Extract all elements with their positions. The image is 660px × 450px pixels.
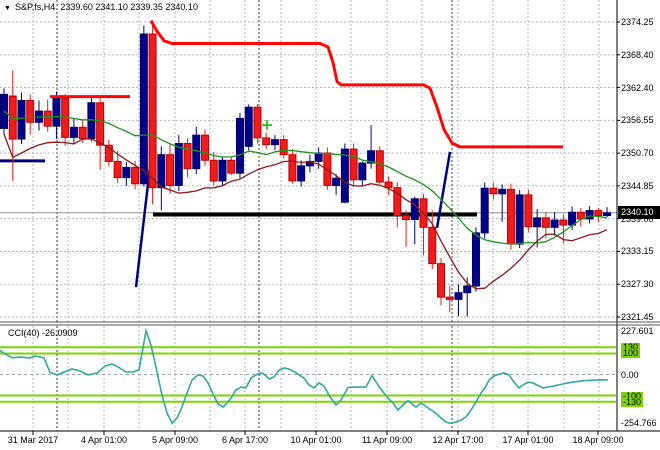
time-tick-label: 6 Apr 17:00 <box>221 435 269 445</box>
price-tick-label: 2356.55 <box>621 115 654 126</box>
price-tick-label: 2350.70 <box>621 148 654 159</box>
chart-dropdown-icon[interactable]: ▼ <box>4 5 11 12</box>
symbol-timeframe-label: S&P,fs,H4 <box>14 2 56 12</box>
time-tick-label: 12 Apr 17:00 <box>432 435 484 445</box>
cci-level-label: -130 <box>621 396 644 407</box>
cci-tick-label: 0.00 <box>621 369 639 380</box>
price-tick-label: 2374.25 <box>621 17 654 27</box>
price-tick-label: 2333.15 <box>621 246 654 257</box>
time-tick-label: 18 Apr 09:00 <box>572 435 624 445</box>
price-tick-label: 2362.40 <box>621 82 654 93</box>
cci-level-label: -100 <box>621 390 644 401</box>
cci-level-label: 130 <box>621 342 641 353</box>
time-tick-label: 31 Mar 2017 <box>7 435 59 445</box>
chart-title: ▼ S&P,fs,H4 2339.60 2341.10 2339.35 2340.… <box>4 2 198 12</box>
time-tick-label: 5 Apr 09:00 <box>151 435 199 445</box>
time-tick-label: 11 Apr 09:00 <box>361 435 413 445</box>
cci-tick-label: -254.766 <box>621 418 657 428</box>
price-tick-label: 2327.30 <box>621 279 654 290</box>
time-tick-label: 4 Apr 01:00 <box>80 435 128 445</box>
ohlc-quote-label: 2339.60 2341.10 2339.35 2340.10 <box>60 2 198 12</box>
time-tick-label: 10 Apr 01:00 <box>290 435 342 445</box>
cci-indicator-label: CCI(40) -26.0909 <box>8 328 78 338</box>
current-price-badge: 2340.10 <box>618 206 660 219</box>
price-tick-label: 2368.40 <box>621 49 654 60</box>
price-tick-label: 2321.45 <box>621 312 654 323</box>
cci-level-label: 100 <box>621 348 641 359</box>
price-tick-label: 2344.85 <box>621 180 654 191</box>
cci-tick-label: 227.601 <box>621 326 654 336</box>
time-tick-label: 17 Apr 01:00 <box>502 435 554 445</box>
